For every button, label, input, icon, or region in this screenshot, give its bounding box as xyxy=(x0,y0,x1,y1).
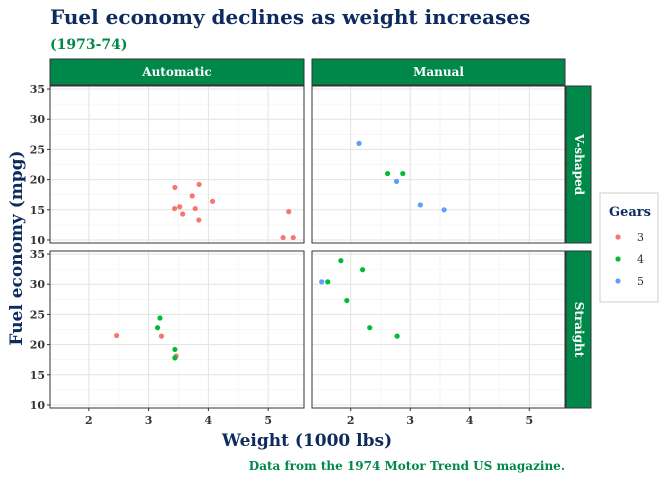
data-point-gear-4 xyxy=(172,355,178,361)
strip-label: Automatic xyxy=(141,65,211,79)
strip-automatic: Automatic xyxy=(49,58,305,86)
data-point-gear-3 xyxy=(196,217,202,223)
x-tick-label: 2 xyxy=(85,414,93,427)
y-tick-label: 20 xyxy=(30,339,46,352)
data-point-gear-3 xyxy=(177,204,183,210)
y-tick-label: 15 xyxy=(30,369,45,382)
y-tick-label: 10 xyxy=(30,234,46,247)
panel-border xyxy=(311,250,566,409)
y-tick-label: 35 xyxy=(30,83,45,96)
strip-label: V-shaped xyxy=(572,133,586,196)
legend-swatch xyxy=(615,278,621,284)
panel-automatic-straight xyxy=(49,250,305,409)
facet-strips: Automatic Manual V-shaped Straight xyxy=(49,58,592,409)
data-point-gear-3 xyxy=(196,181,202,188)
legend-label: 3 xyxy=(637,231,644,244)
legend-item-gear-3: 3 xyxy=(615,231,644,244)
legend-swatch xyxy=(615,256,621,262)
data-point-gear-5 xyxy=(356,140,362,146)
y-axis-label: Fuel economy (mpg) xyxy=(7,150,27,345)
data-point-gear-3 xyxy=(280,234,286,241)
x-tick-label: 4 xyxy=(466,414,474,427)
legend-label: 4 xyxy=(637,253,644,266)
data-point-gear-4 xyxy=(360,267,366,273)
x-tick-label: 5 xyxy=(264,414,272,427)
legend: Gears 3 4 5 xyxy=(599,192,659,303)
data-point-gear-4 xyxy=(325,279,331,285)
panel-manual-straight xyxy=(311,250,566,409)
legend-item-gear-5: 5 xyxy=(615,275,644,288)
facet-panels xyxy=(49,85,566,409)
legend-swatch xyxy=(615,234,621,240)
data-point-gear-3 xyxy=(209,198,216,204)
legend-label: 5 xyxy=(637,275,644,288)
data-point-gear-4 xyxy=(157,315,163,321)
data-point-gear-3 xyxy=(290,234,296,241)
data-point-gear-5 xyxy=(393,178,400,185)
data-point-gear-5 xyxy=(417,202,423,208)
chart-caption: Data from the 1974 Motor Trend US magazi… xyxy=(249,459,565,473)
chart-title: Fuel economy declines as weight increase… xyxy=(50,5,530,29)
data-point-gear-3 xyxy=(172,184,178,191)
x-axis-ticks: 2 3 4 5 2 3 4 5 xyxy=(85,408,533,427)
strip-straight: Straight xyxy=(565,250,592,409)
data-point-gear-4 xyxy=(400,170,406,177)
y-tick-label: 25 xyxy=(30,143,45,156)
data-point-gear-3 xyxy=(189,193,195,199)
chart-subtitle: (1973-74) xyxy=(50,37,128,53)
data-point-gear-3 xyxy=(172,205,178,212)
x-tick-label: 5 xyxy=(525,414,533,427)
y-tick-label: 30 xyxy=(30,278,46,291)
data-points xyxy=(114,140,447,361)
data-point-gear-4 xyxy=(367,325,373,331)
data-point-gear-3 xyxy=(192,205,198,212)
strip-label: Manual xyxy=(413,65,464,79)
data-point-gear-3 xyxy=(286,209,292,215)
x-axis-label: Weight (1000 lbs) xyxy=(221,431,392,451)
data-point-gear-4 xyxy=(172,346,178,353)
y-tick-label: 30 xyxy=(30,113,46,126)
legend-title: Gears xyxy=(609,205,651,220)
x-tick-label: 4 xyxy=(205,414,213,427)
data-point-gear-4 xyxy=(154,325,161,331)
data-point-gear-4 xyxy=(385,170,391,177)
strip-manual: Manual xyxy=(311,58,566,86)
x-tick-label: 3 xyxy=(145,414,153,427)
data-point-gear-4 xyxy=(344,297,350,304)
y-tick-label: 25 xyxy=(30,308,45,321)
panel-border xyxy=(49,250,305,409)
y-tick-label: 35 xyxy=(30,248,45,261)
strip-v-shaped: V-shaped xyxy=(565,85,592,244)
x-tick-label: 2 xyxy=(347,414,355,427)
panel-automatic-v-shaped xyxy=(49,85,305,244)
panel-border xyxy=(311,85,566,244)
panel-manual-v-shaped xyxy=(311,85,566,244)
data-point-gear-3 xyxy=(158,333,165,339)
data-point-gear-3 xyxy=(114,332,120,339)
legend-box xyxy=(599,192,659,303)
data-point-gear-3 xyxy=(180,211,186,217)
data-point-gear-5 xyxy=(441,207,447,213)
legend-item-gear-4: 4 xyxy=(615,253,644,266)
x-tick-label: 3 xyxy=(406,414,414,427)
panel-border xyxy=(49,85,305,244)
y-tick-label: 15 xyxy=(30,204,45,217)
data-point-gear-5 xyxy=(319,279,325,285)
strip-label: Straight xyxy=(572,302,586,358)
y-tick-label: 20 xyxy=(30,174,46,187)
data-point-gear-4 xyxy=(394,333,400,339)
y-tick-label: 10 xyxy=(30,399,46,412)
data-point-gear-4 xyxy=(338,258,344,264)
